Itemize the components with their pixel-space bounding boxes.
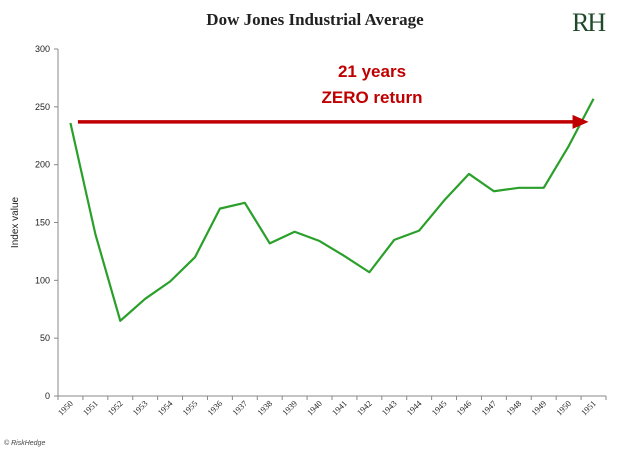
x-tick-label: 1942 <box>355 398 374 417</box>
x-tick-label: 1943 <box>380 398 399 417</box>
annotation-layer: 21 years ZERO return <box>77 62 589 129</box>
y-axis-title: Index value <box>10 196 21 248</box>
x-tick-label: 1936 <box>205 398 224 417</box>
x-tick-label: 1945 <box>429 398 448 417</box>
series-layer <box>69 98 595 322</box>
x-tick-label: 1951 <box>81 398 100 417</box>
x-tick-label: 1944 <box>405 398 425 418</box>
y-tick-label: 250 <box>35 102 50 112</box>
annotation-line-2: ZERO return <box>321 88 422 107</box>
x-tick-label: 1950 <box>554 398 573 417</box>
y-tick-label: 300 <box>35 44 50 54</box>
x-tick-label: 1947 <box>479 398 498 417</box>
copyright-footer: © RiskHedge <box>4 440 46 447</box>
annotation-arrow-head <box>572 114 589 129</box>
x-tick-label: 1952 <box>106 398 125 417</box>
x-tick-label: 1937 <box>230 398 249 417</box>
x-tick-label: 1949 <box>529 398 548 417</box>
annotation-line-1: 21 years <box>338 62 406 81</box>
x-tick-label: 1954 <box>155 398 175 418</box>
x-tick-label: 1953 <box>131 398 150 417</box>
y-axis: 0 50 100 150 200 250 300 Index value <box>10 44 59 401</box>
x-axis: 1950 1951 1952 1953 1954 1955 1936 1937 1938 1939… <box>56 395 607 418</box>
x-tick-label: 1938 <box>255 398 274 417</box>
x-tick-label: 1939 <box>280 398 299 417</box>
y-tick-label: 50 <box>40 333 50 343</box>
x-tick-label: 1951 <box>579 398 598 417</box>
x-tick-label: 1940 <box>305 398 324 417</box>
riskhedge-logo: RH <box>572 8 616 38</box>
x-tick-label: 1948 <box>504 398 523 417</box>
y-tick-label: 150 <box>35 218 50 228</box>
dow-series-line <box>69 98 595 322</box>
x-tick-label: 1946 <box>454 398 473 417</box>
logo-text: RH <box>572 8 606 37</box>
y-tick-label: 200 <box>35 160 50 170</box>
chart-title: Dow Jones Industrial Average <box>206 10 424 29</box>
y-tick-label: 100 <box>35 275 50 285</box>
x-tick-label: 1955 <box>180 398 199 417</box>
x-tick-label: 1950 <box>56 398 75 417</box>
x-tick-label: 1941 <box>330 398 349 417</box>
y-tick-label: 0 <box>45 391 50 401</box>
